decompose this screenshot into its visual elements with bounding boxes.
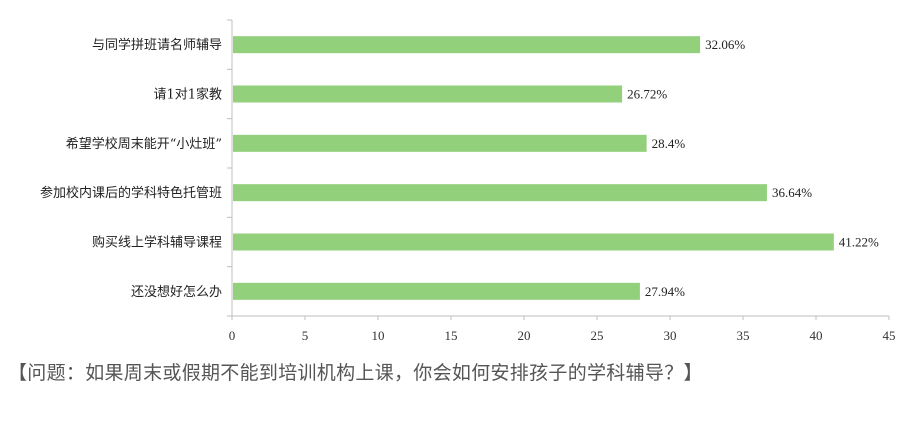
x-tick-label: 40 xyxy=(810,328,823,343)
value-label: 41.22% xyxy=(839,235,879,250)
x-tick-label: 20 xyxy=(518,328,531,343)
category-label: 参加校内课后的学科特色托管班 xyxy=(40,185,222,201)
x-tick-label: 0 xyxy=(229,328,236,343)
x-tick-label: 15 xyxy=(445,328,458,343)
bar xyxy=(233,184,767,202)
bar xyxy=(233,134,647,152)
value-label: 36.64% xyxy=(772,185,812,200)
x-tick-label: 35 xyxy=(737,328,750,343)
category-label: 希望学校周末能开“小灶班” xyxy=(66,136,222,152)
value-label: 28.4% xyxy=(652,136,686,151)
category-label: 还没想好怎么办 xyxy=(131,284,222,300)
bar xyxy=(233,282,640,300)
value-label: 27.94% xyxy=(645,284,685,299)
bar xyxy=(233,36,701,54)
x-tick-label: 25 xyxy=(591,328,604,343)
bar xyxy=(233,233,834,251)
value-label: 26.72% xyxy=(627,87,667,102)
x-axis: 0 5 10 15 20 25 30 35 40 45 xyxy=(229,315,896,343)
value-label: 32.06% xyxy=(705,37,745,52)
category-label: 请1对1家教 xyxy=(153,87,222,103)
bar xyxy=(233,85,623,103)
question-caption: 【问题：如果周末或假期不能到培训机构上课，你会如何安排孩子的学科辅导？】 xyxy=(8,362,703,384)
bars: 32.06% 26.72% 28.4% 36.64% 41.22% 27.94% xyxy=(233,36,879,300)
x-tick-label: 45 xyxy=(883,328,896,343)
category-label: 购买线上学科辅导课程 xyxy=(92,235,222,251)
category-label: 与同学拼班请名师辅导 xyxy=(92,37,222,53)
x-tick-label: 10 xyxy=(372,328,385,343)
x-tick-label: 30 xyxy=(664,328,677,343)
x-tick-label: 5 xyxy=(302,328,309,343)
